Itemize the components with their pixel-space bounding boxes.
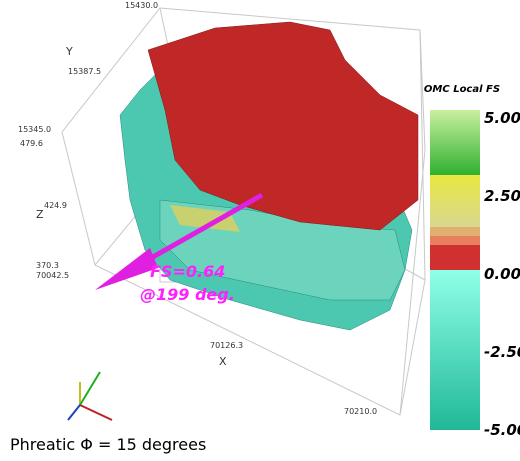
x-axis-label: X	[219, 355, 227, 368]
x-tick: 70210.0	[344, 407, 377, 416]
colorbar-tick-label: -5.00	[484, 421, 520, 439]
viewer: FS=0.64 @199 deg. 15430.0 Y 15387.5 1534…	[0, 0, 520, 461]
colorbar-tick-label: -2.50	[484, 343, 520, 361]
footer: Phreatic Φ = 15 degrees	[10, 435, 206, 454]
z-axis-label: Z	[36, 208, 44, 221]
x-tick: 70042.5	[36, 271, 69, 280]
x-tick: 70126.3	[210, 341, 243, 350]
z-tick: 479.6	[20, 139, 43, 148]
colorbar-tick-label: 5.00	[484, 109, 520, 127]
annotation-fs: FS=0.64	[150, 262, 225, 281]
colorbar-tick-label: 2.50	[484, 187, 520, 205]
annotation-angle: @199 deg.	[140, 285, 235, 304]
colorbar	[430, 110, 480, 430]
y-tick: 15430.0	[125, 1, 158, 10]
z-tick: 370.3	[36, 261, 59, 270]
y-axis-label: Y	[65, 45, 73, 58]
colorbar-tick-label: 0.000	[484, 265, 520, 283]
z-tick: 424.9	[44, 201, 67, 210]
axes-triad	[68, 372, 112, 420]
y-tick: 15387.5	[68, 67, 101, 76]
slip-surface	[120, 22, 418, 330]
y-tick: 15345.0	[18, 125, 51, 134]
colorbar-title: OMC Local FS	[424, 84, 500, 95]
